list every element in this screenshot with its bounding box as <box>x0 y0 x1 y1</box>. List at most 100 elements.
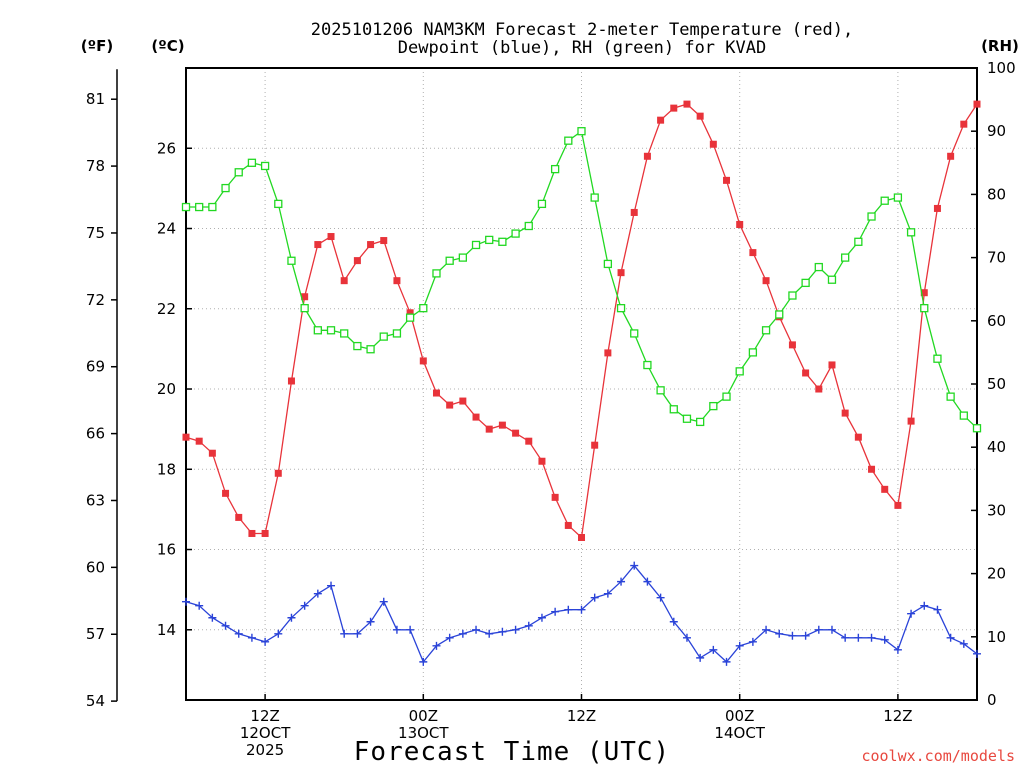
dewpoint-series <box>182 561 981 666</box>
temperature-point <box>907 417 915 425</box>
rh-point <box>893 193 903 202</box>
temperature-point <box>551 493 559 501</box>
fahrenheit-tick-label: 69 <box>86 358 105 376</box>
temperature-point <box>208 449 216 457</box>
rh-point <box>445 256 454 265</box>
temperature-point <box>881 485 889 493</box>
dewpoint-point <box>630 561 639 570</box>
dewpoint-point <box>274 629 283 638</box>
dewpoint-point <box>537 613 546 622</box>
x-tick-label: 12OCT <box>240 724 291 742</box>
temperature-point <box>406 309 414 317</box>
dewpoint-point <box>682 633 691 642</box>
rh-tick-label: 70 <box>987 249 1006 267</box>
temperature-point <box>287 377 295 385</box>
dewpoint-point <box>498 627 507 636</box>
rh-point <box>920 304 929 313</box>
rh-point <box>313 326 322 335</box>
temperature-point <box>617 269 625 277</box>
celsius-tick-label: 14 <box>157 621 176 639</box>
temperature-point <box>657 116 665 124</box>
temperature-point <box>933 204 941 212</box>
temperature-point <box>854 433 862 441</box>
temperature-point <box>459 397 467 405</box>
rh-point <box>603 259 613 269</box>
rh-point <box>260 161 270 171</box>
temperature-point <box>736 220 744 228</box>
temperature-point <box>670 104 678 112</box>
fahrenheit-tick-label: 57 <box>86 625 105 643</box>
celsius-tick-label: 16 <box>157 541 176 559</box>
dewpoint-point <box>472 625 481 634</box>
rh-point <box>471 240 481 250</box>
dewpoint-point <box>933 605 942 614</box>
fahrenheit-tick-label: 60 <box>86 558 105 576</box>
temperature-point <box>920 289 928 297</box>
axes: 54 57 60 63 66 69 72 75 78 81 14 16 18 20 22 24 26 0 10 20 3… <box>86 59 1016 759</box>
temperature-point <box>498 421 506 429</box>
dewpoint-point <box>973 649 981 658</box>
x-tick-label: 14OCT <box>714 724 765 742</box>
rh-tick-label: 90 <box>987 122 1006 140</box>
temperature-point <box>947 152 955 160</box>
dewpoint-point <box>379 597 388 606</box>
rh-point <box>788 291 797 300</box>
rh-tick-label: 10 <box>987 628 1006 646</box>
temperature-point <box>696 112 704 120</box>
celsius-axis-label: (ºC) <box>151 37 184 55</box>
dewpoint-point <box>287 613 296 622</box>
rh-tick-label: 0 <box>987 691 997 709</box>
rh-point <box>537 199 547 209</box>
rh-point <box>511 229 520 238</box>
temperature-point <box>261 529 269 537</box>
temperature-point <box>538 457 546 465</box>
celsius-tick-label: 18 <box>157 460 176 478</box>
dewpoint-point <box>511 625 520 634</box>
rh-point <box>392 329 402 338</box>
credit-text: coolwx.com/models <box>861 747 1015 765</box>
temperature-point <box>512 429 520 437</box>
rh-point <box>458 253 468 262</box>
dewpoint-point <box>617 577 626 586</box>
x-tick-label: 13OCT <box>398 724 449 742</box>
temperature-point <box>788 341 796 349</box>
rh-point <box>485 235 494 245</box>
rh-point <box>880 196 889 205</box>
dewpoint-point <box>867 633 876 642</box>
x-tick-label: 00Z <box>725 707 754 725</box>
temperature-point <box>446 401 454 409</box>
dewpoint-point <box>419 657 428 666</box>
rh-point <box>340 329 349 338</box>
temperature-point <box>643 152 651 160</box>
temperature-point <box>314 241 322 249</box>
temperature-point <box>591 441 599 449</box>
dewpoint-point <box>445 633 454 642</box>
dewpoint-point <box>801 631 810 640</box>
temperature-point <box>802 369 810 377</box>
temperature-point <box>353 257 361 265</box>
dewpoint-point <box>841 633 850 642</box>
rh-point <box>274 199 283 209</box>
temperature-point <box>604 349 612 357</box>
rh-tick-label: 80 <box>987 185 1006 203</box>
temperature-point <box>301 293 309 301</box>
temperature-point <box>868 465 876 473</box>
grid <box>186 68 977 700</box>
rh-point <box>234 168 243 177</box>
temperature-point <box>894 501 902 509</box>
dewpoint-point <box>880 635 889 644</box>
rh-point <box>854 237 863 246</box>
dewpoint-point <box>340 629 349 638</box>
dewpoint-point <box>735 641 744 650</box>
dewpoint-point <box>485 629 494 638</box>
dewpoint-point <box>458 629 467 638</box>
rh-point <box>841 253 850 262</box>
rh-point <box>972 424 982 433</box>
x-tick-label: 12Z <box>250 707 279 725</box>
rh-axis-label: (RH) <box>981 37 1019 55</box>
rh-point <box>775 310 784 319</box>
dewpoint-point <box>946 633 955 642</box>
rh-point <box>933 354 942 363</box>
dewpoint-point <box>709 645 718 654</box>
